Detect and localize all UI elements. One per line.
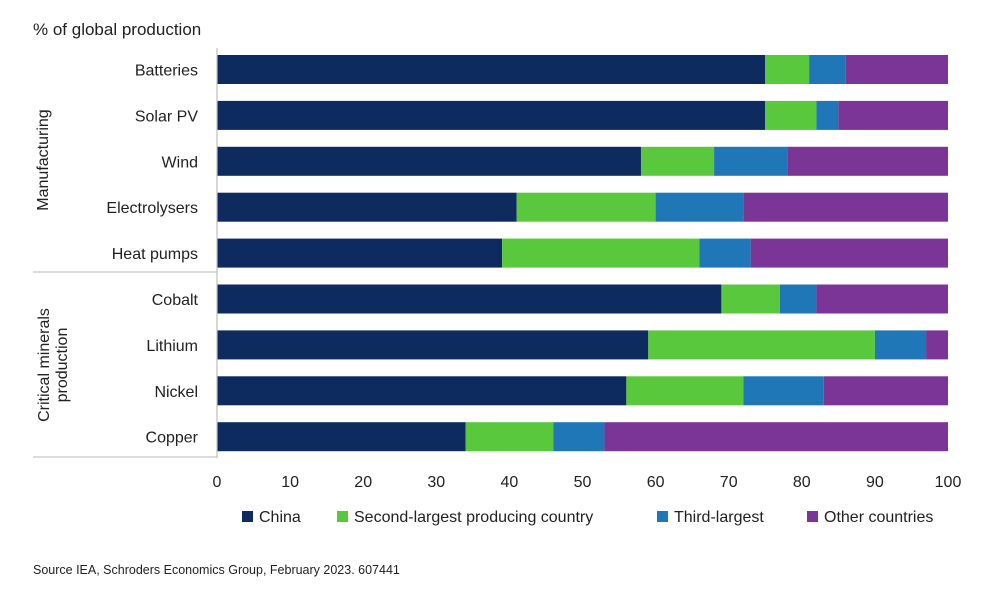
bar-wind-china bbox=[217, 146, 641, 176]
bar-copper-second-largest-producing-country bbox=[465, 422, 554, 452]
category-label-copper: Copper bbox=[146, 430, 199, 447]
bar-nickel-second-largest-producing-country bbox=[626, 376, 744, 406]
source-note: Source IEA, Schroders Economics Group, F… bbox=[33, 563, 400, 577]
x-tick-label-50: 50 bbox=[574, 474, 592, 491]
x-tick-label-0: 0 bbox=[213, 474, 222, 491]
bar-cobalt-other-countries bbox=[816, 284, 948, 314]
x-tick-label-10: 10 bbox=[281, 474, 299, 491]
bar-heat-pumps-other-countries bbox=[750, 238, 948, 268]
legend-label-third-largest: Third-largest bbox=[674, 509, 764, 526]
bar-nickel-third-largest bbox=[743, 376, 824, 406]
x-tick-label-60: 60 bbox=[647, 474, 665, 491]
x-tick-label-90: 90 bbox=[866, 474, 884, 491]
bar-lithium-second-largest-producing-country bbox=[648, 330, 875, 360]
legend-label-china: China bbox=[259, 509, 301, 526]
x-tick-label-70: 70 bbox=[720, 474, 738, 491]
category-label-cobalt: Cobalt bbox=[152, 292, 199, 309]
category-label-electrolysers: Electrolysers bbox=[106, 200, 198, 217]
bar-lithium-other-countries bbox=[926, 330, 948, 360]
x-tick-label-80: 80 bbox=[793, 474, 811, 491]
legend-swatch-other-countries bbox=[807, 511, 818, 522]
bar-solar-pv-other-countries bbox=[838, 100, 948, 130]
bar-electrolysers-other-countries bbox=[743, 192, 948, 222]
bar-solar-pv-third-largest bbox=[816, 100, 839, 130]
bar-lithium-china bbox=[217, 330, 649, 360]
bar-electrolysers-china bbox=[217, 192, 517, 222]
group-label-manufacturing: Manufacturing bbox=[35, 109, 52, 210]
bar-lithium-third-largest bbox=[874, 330, 927, 360]
bar-batteries-china bbox=[217, 55, 766, 84]
bar-nickel-china bbox=[217, 376, 627, 406]
bar-batteries-other-countries bbox=[845, 55, 948, 84]
bar-wind-second-largest-producing-country bbox=[640, 146, 715, 176]
bar-batteries-third-largest bbox=[809, 55, 846, 84]
x-tick-label-40: 40 bbox=[501, 474, 519, 491]
bar-heat-pumps-china bbox=[217, 238, 503, 268]
category-label-nickel: Nickel bbox=[154, 384, 198, 401]
legend-label-second-largest-producing-country: Second-largest producing country bbox=[354, 509, 593, 526]
legend-swatch-second-largest-producing-country bbox=[337, 511, 348, 522]
bar-copper-china bbox=[217, 422, 466, 452]
category-label-wind: Wind bbox=[162, 154, 198, 171]
bar-batteries-second-largest-producing-country bbox=[765, 55, 810, 84]
bar-solar-pv-second-largest-producing-country bbox=[765, 100, 817, 130]
bar-cobalt-second-largest-producing-country bbox=[721, 284, 780, 314]
category-label-lithium: Lithium bbox=[146, 338, 198, 355]
x-tick-label-20: 20 bbox=[354, 474, 372, 491]
x-tick-label-30: 30 bbox=[427, 474, 445, 491]
category-label-solar-pv: Solar PV bbox=[135, 108, 198, 125]
category-label-heat-pumps: Heat pumps bbox=[112, 246, 198, 263]
bar-solar-pv-china bbox=[217, 100, 766, 130]
x-tick-label-100: 100 bbox=[935, 474, 962, 491]
legend-swatch-third-largest bbox=[657, 511, 668, 522]
bar-electrolysers-third-largest bbox=[655, 192, 744, 222]
bar-electrolysers-second-largest-producing-country bbox=[516, 192, 656, 222]
bar-wind-other-countries bbox=[787, 146, 948, 176]
legend-swatch-china bbox=[242, 511, 253, 522]
bar-wind-third-largest bbox=[714, 146, 788, 176]
category-label-batteries: Batteries bbox=[135, 63, 198, 80]
group-label-critical-minerals: Critical mineralsproduction bbox=[36, 308, 71, 422]
bar-heat-pumps-third-largest bbox=[699, 238, 751, 268]
bar-heat-pumps-second-largest-producing-country bbox=[502, 238, 700, 268]
chart-ylabel: % of global production bbox=[33, 20, 202, 39]
bar-copper-third-largest bbox=[553, 422, 605, 452]
bar-nickel-other-countries bbox=[823, 376, 948, 406]
bar-cobalt-china bbox=[217, 284, 722, 314]
bar-cobalt-third-largest bbox=[779, 284, 817, 314]
bar-copper-other-countries bbox=[604, 422, 948, 452]
legend-label-other-countries: Other countries bbox=[824, 509, 933, 526]
